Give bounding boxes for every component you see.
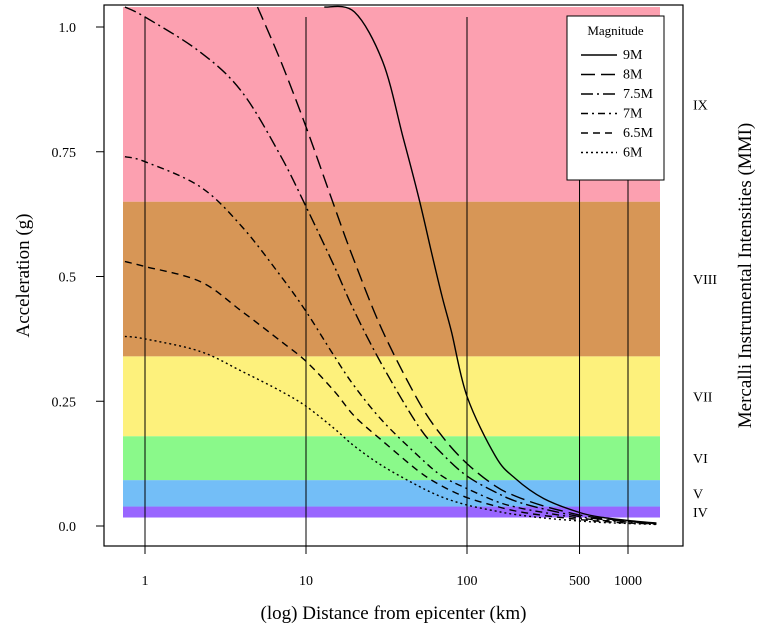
legend-title: Magnitude — [587, 23, 644, 38]
x-tick-label: 10 — [299, 574, 313, 589]
y-axis-ticks: 0.0 0.25 0.5 0.75 1.0 — [52, 21, 105, 535]
x-tick-label: 1 — [142, 574, 149, 589]
mmi-label-viii: VIII — [693, 273, 717, 288]
legend-label: 7M — [623, 107, 643, 122]
mmi-label-v: V — [693, 487, 703, 502]
legend-label: 7.5M — [623, 87, 654, 102]
y-tick-label: 0.0 — [59, 520, 77, 535]
mmi-label-vii: VII — [693, 390, 713, 405]
y-tick-label: 0.25 — [52, 395, 77, 410]
x-tick-label: 500 — [569, 574, 590, 589]
legend-label: 9M — [623, 48, 643, 63]
legend-label: 6M — [623, 146, 643, 161]
x-tick-label: 1000 — [614, 574, 642, 589]
mmi-label-ix: IX — [693, 98, 708, 113]
mmi-labels: IV V VI VII VIII IX — [693, 98, 717, 521]
mmi-label-iv: IV — [693, 506, 708, 521]
x-tick-label: 100 — [457, 574, 478, 589]
legend: Magnitude 9M 8M 7.5M 7M 6.5M 6M — [567, 16, 664, 180]
legend-label: 6.5M — [623, 126, 654, 141]
y-tick-label: 1.0 — [59, 21, 77, 36]
y-tick-label: 0.5 — [59, 271, 77, 286]
y-axis-label: Acceleration (g) — [13, 214, 34, 338]
x-axis-ticks: 1 10 100 500 1000 — [142, 546, 643, 589]
right-axis-label: Mercalli Instrumental Intensities (MMI) — [735, 123, 756, 429]
legend-label: 8M — [623, 68, 643, 83]
mmi-label-vi: VI — [693, 452, 708, 467]
x-axis-label: (log) Distance from epicenter (km) — [261, 603, 527, 624]
y-tick-label: 0.75 — [52, 146, 77, 161]
